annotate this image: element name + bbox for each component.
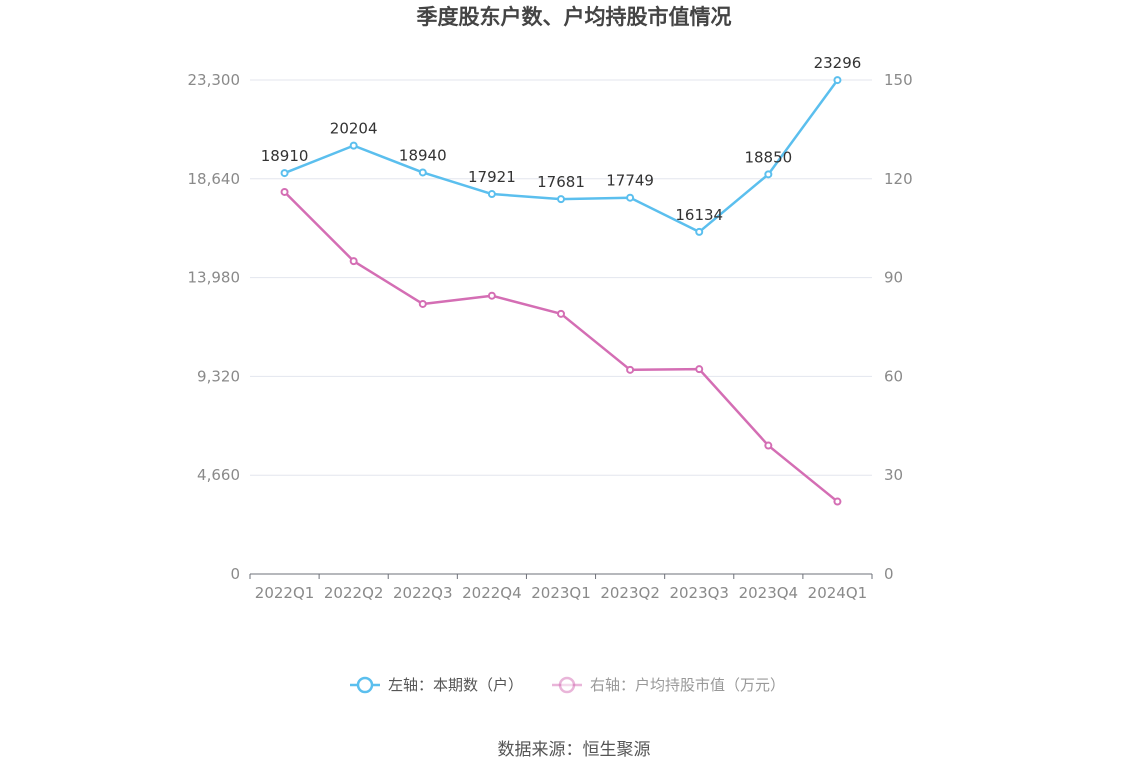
x-tick-label: 2022Q2 bbox=[324, 584, 384, 602]
data-label: 18910 bbox=[261, 147, 309, 165]
right-tick-label: 90 bbox=[884, 269, 903, 287]
data-point[interactable] bbox=[695, 227, 704, 236]
data-label: 17681 bbox=[537, 173, 585, 191]
data-point[interactable] bbox=[557, 309, 565, 318]
left-tick-label: 9,320 bbox=[197, 367, 240, 385]
legend-swatch-marker bbox=[356, 676, 374, 694]
data-point[interactable] bbox=[764, 170, 773, 179]
series-2 bbox=[280, 187, 842, 506]
left-axis-ticks: 0 4,660 9,320 13,980 18,640 23,300 bbox=[188, 71, 241, 583]
data-point[interactable] bbox=[349, 141, 358, 150]
right-tick-label: 150 bbox=[884, 71, 913, 89]
data-point[interactable] bbox=[833, 497, 842, 506]
legend[interactable]: 左轴：本期数（户） 右轴：户均持股市值（万元） bbox=[350, 676, 785, 694]
right-tick-label: 120 bbox=[884, 170, 913, 188]
x-tick-label: 2023Q1 bbox=[531, 584, 591, 602]
left-tick-label: 23,300 bbox=[188, 71, 241, 89]
right-tick-label: 30 bbox=[884, 466, 903, 484]
data-label: 17749 bbox=[606, 172, 654, 190]
data-point[interactable] bbox=[626, 365, 635, 374]
data-point[interactable] bbox=[418, 168, 427, 177]
data-point[interactable] bbox=[418, 299, 427, 308]
left-tick-label: 0 bbox=[230, 565, 240, 583]
x-tick-label: 2023Q4 bbox=[739, 584, 799, 602]
legend-label: 右轴：户均持股市值（万元） bbox=[590, 676, 785, 694]
data-point[interactable] bbox=[695, 365, 704, 374]
source-note: 数据来源：恒生聚源 bbox=[498, 740, 651, 760]
x-tick-label: 2023Q2 bbox=[600, 584, 660, 602]
x-tick-label: 2023Q3 bbox=[669, 584, 729, 602]
grid-lines bbox=[250, 79, 872, 476]
right-axis-ticks: 0 30 60 90 120 150 bbox=[884, 71, 913, 583]
data-label: 18850 bbox=[744, 148, 792, 166]
x-tick-label: 2022Q3 bbox=[393, 584, 453, 602]
legend-item-1[interactable]: 左轴：本期数（户） bbox=[350, 676, 523, 694]
data-point[interactable] bbox=[487, 190, 496, 199]
data-label: 17921 bbox=[468, 168, 516, 186]
data-point[interactable] bbox=[557, 195, 565, 204]
data-point[interactable] bbox=[833, 76, 842, 85]
left-tick-label: 4,660 bbox=[197, 466, 240, 484]
data-label: 16134 bbox=[675, 206, 723, 224]
data-point[interactable] bbox=[764, 441, 773, 450]
left-tick-label: 18,640 bbox=[188, 170, 241, 188]
data-point[interactable] bbox=[280, 169, 289, 178]
data-label: 23296 bbox=[814, 54, 862, 72]
right-tick-label: 60 bbox=[884, 367, 903, 385]
chart-title: 季度股东户数、户均持股市值情况 bbox=[417, 5, 732, 29]
legend-label: 左轴：本期数（户） bbox=[388, 676, 523, 694]
legend-swatch-marker bbox=[558, 676, 576, 694]
data-point[interactable] bbox=[487, 291, 496, 300]
data-label: 18940 bbox=[399, 146, 447, 164]
x-tick-label: 2022Q1 bbox=[255, 584, 315, 602]
x-tick-label: 2024Q1 bbox=[808, 584, 868, 602]
data-label: 20204 bbox=[330, 120, 378, 138]
series-line bbox=[283, 191, 839, 503]
series-1: 18910 20204 18940 17921 17681 17749 16134 18850… bbox=[261, 54, 862, 236]
x-axis: 2022Q1 2022Q2 2022Q3 2022Q4 2023Q1 2023Q2 2023… bbox=[249, 573, 873, 602]
right-tick-label: 0 bbox=[884, 565, 894, 583]
x-tick-label: 2022Q4 bbox=[462, 584, 522, 602]
left-tick-label: 13,980 bbox=[188, 269, 241, 287]
series-layer: 18910 20204 18940 17921 17681 17749 16134 18850… bbox=[261, 54, 862, 506]
data-point[interactable] bbox=[349, 257, 358, 266]
legend-item-2[interactable]: 右轴：户均持股市值（万元） bbox=[552, 676, 785, 694]
data-point[interactable] bbox=[626, 193, 635, 202]
data-point[interactable] bbox=[280, 187, 289, 196]
